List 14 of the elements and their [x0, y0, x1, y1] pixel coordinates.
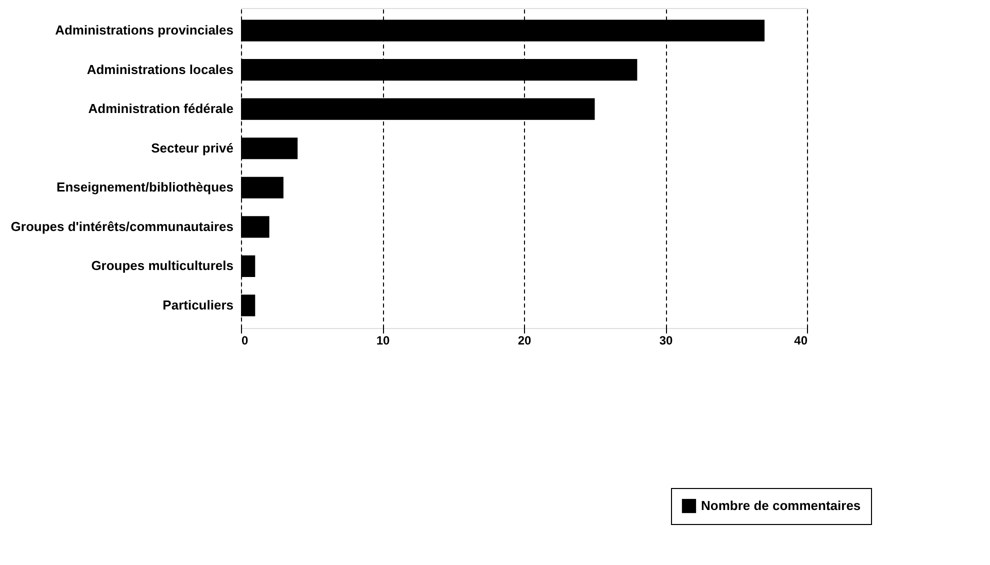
x-tick-label: 10	[376, 334, 390, 348]
y-tick-label: Particuliers	[162, 297, 234, 312]
y-tick-label: Administrations locales	[86, 62, 234, 77]
y-tick-label: Administrations provinciales	[55, 22, 234, 38]
y-tick-label: Groupes d'intérêts/communautaires	[10, 218, 234, 234]
y-tick-label: Secteur privé	[151, 140, 234, 156]
x-tick-label: 0	[242, 334, 248, 348]
y-tick-label: Groupes multiculturels	[91, 258, 234, 274]
x-tick-label: 30	[659, 334, 673, 348]
x-tick-label: 20	[518, 334, 532, 348]
y-tick-label: Enseignement/bibliothèques	[56, 180, 234, 195]
y-tick-label: Administration fédérale	[88, 101, 234, 116]
legend-label: Nombre de commentaires	[701, 498, 861, 513]
x-tick-label: 40	[794, 334, 808, 348]
